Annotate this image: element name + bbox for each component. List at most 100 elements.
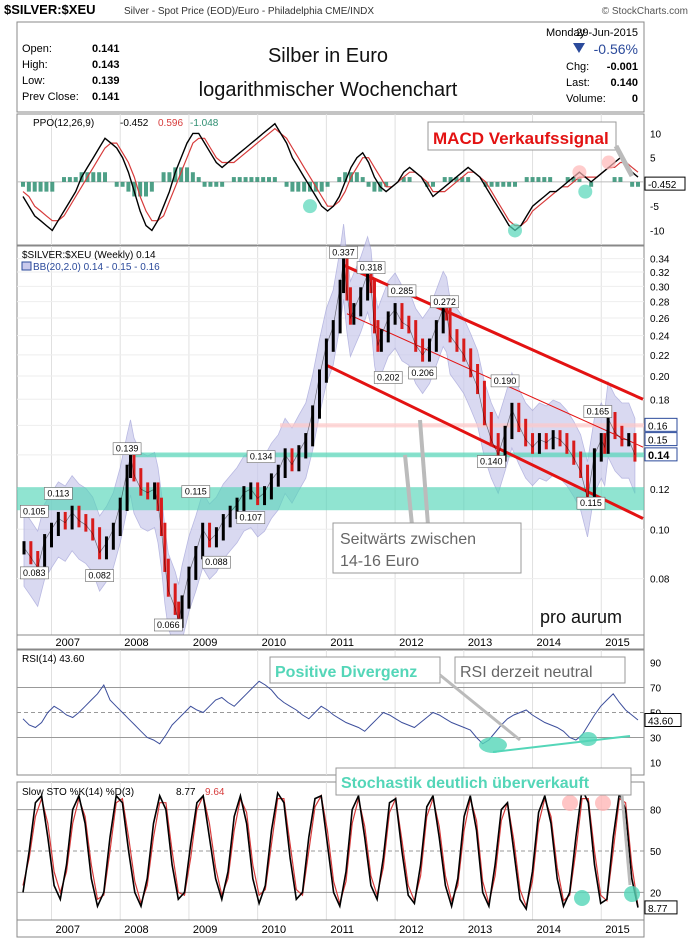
rsi-legend-label: RSI(14) 43.60	[22, 654, 85, 665]
price-annotation-box	[20, 566, 49, 580]
histogram-bar	[296, 181, 301, 192]
price-annotation-box	[576, 496, 606, 510]
histogram-bar	[442, 177, 447, 182]
y-tick-label: -5	[650, 202, 659, 213]
signal-highlight-circle	[303, 199, 317, 214]
price-annotation-box	[387, 284, 417, 298]
price-annotation-label: 0.115	[580, 498, 602, 508]
quote-left-block: Open: 0.141 High: 0.143 Low: 0.139 Prev Close:…	[22, 43, 120, 103]
y-tick-label: 50	[650, 847, 662, 858]
histogram-bar	[466, 177, 471, 182]
histogram-bar	[167, 172, 172, 182]
stoch-annotation: Stochastik deutlich überverkauft	[341, 775, 590, 792]
price-annotation-box	[112, 442, 142, 456]
histogram-bar	[208, 181, 213, 187]
price-annotation-label: 0.190	[494, 376, 517, 386]
stoch-arrow	[620, 794, 632, 886]
x-tick-label: 2014	[537, 637, 561, 649]
y-tick-label: 0.34	[650, 255, 670, 266]
histogram-bar	[190, 172, 195, 182]
y-tick-label: 0.22	[650, 351, 670, 362]
y-tick-label: 0.20	[650, 372, 670, 383]
price-annotation-label: 0.082	[88, 571, 111, 581]
ppo-panel: PPO(12,26,9) -0.452 0.596 -1.048 10 5 -5 -10 -0.…	[16, 113, 686, 246]
histogram-bar	[448, 177, 453, 182]
symbol-description: Silver - Spot Price (EOD)/Euro - Philade…	[124, 6, 374, 17]
y-tick-label: 0.10	[650, 525, 670, 536]
bb-legend-swatch	[21, 261, 32, 271]
price-annotation-box	[373, 371, 403, 384]
histogram-bar	[384, 181, 389, 187]
right-value-box	[644, 447, 678, 462]
price-legend-label: $SILVER:$XEU (Weekly) 0.14	[22, 250, 156, 261]
histogram-bar	[243, 177, 248, 182]
stoch-panel: 80 50 20 8.77 Slow STO %K(14) %D(3) 8.77 9.64 S…	[16, 767, 678, 938]
histogram-bar	[97, 172, 102, 182]
price-annotation-box	[583, 405, 613, 418]
quote-label: Low:	[22, 75, 45, 87]
quote-label: Open:	[22, 43, 52, 55]
histogram-bar	[149, 181, 154, 192]
histogram-bar	[237, 177, 242, 182]
histogram-bar	[138, 181, 143, 197]
signal-highlight-circle	[578, 184, 593, 199]
signal-highlight-circle	[601, 155, 616, 170]
histogram-bar	[220, 181, 225, 187]
x-tick-label: 2011	[330, 924, 354, 936]
price-annotation-box	[408, 366, 437, 380]
x-tick-label: 2007	[55, 924, 79, 936]
histogram-bar	[231, 177, 236, 182]
price-annotation-label: 0.066	[157, 620, 180, 630]
histogram-bar	[542, 177, 547, 182]
histogram-bar	[272, 177, 277, 182]
y-tick-label: 0.26	[650, 314, 670, 325]
price-annotation-label: 0.083	[23, 568, 46, 578]
y-tick-label: 10	[650, 759, 662, 770]
histogram-bar	[565, 177, 570, 182]
x-tick-label: 2015	[605, 924, 629, 936]
histogram-bar	[483, 181, 488, 187]
quote-value: -0.001	[607, 61, 638, 73]
histogram-bar	[302, 181, 307, 192]
price-annotation-label: 0.113	[47, 488, 69, 498]
price-annotation-label: 0.202	[377, 372, 400, 382]
last-value-label: -0.452	[648, 180, 677, 191]
price-annotation-label: 0.139	[116, 444, 139, 454]
histogram-bar	[513, 181, 517, 187]
y-tick-label: 0.08	[650, 575, 670, 586]
divergence-arrow	[439, 673, 521, 742]
histogram-bar	[255, 177, 260, 182]
histogram-bar	[530, 177, 535, 182]
symbol-label: $SILVER:$XEU	[4, 2, 96, 17]
divergence-highlight	[579, 732, 597, 746]
y-tick-label: 0.30	[650, 282, 670, 293]
ppo-line	[22, 122, 639, 232]
price-annotation-box	[44, 487, 73, 500]
histogram-bar	[325, 181, 330, 187]
price-annotation-label: 0.134	[250, 452, 273, 462]
down-arrow-icon	[573, 43, 585, 53]
histogram-bar	[536, 177, 541, 182]
price-annotation-box	[477, 455, 506, 468]
divergence-line	[492, 735, 631, 753]
x-tick-label: 2011	[330, 637, 354, 649]
histogram-bar	[32, 181, 37, 192]
last-value-box	[644, 713, 682, 727]
histogram-bar	[73, 177, 78, 182]
price-annotation-box	[490, 374, 520, 388]
x-tick-label: 2012	[399, 924, 423, 936]
price-line	[23, 260, 636, 622]
sideways-label-line1: Seitwärts zwischen	[340, 531, 476, 548]
right-value-label: 0.14	[648, 450, 670, 462]
copyright-label: © StockCharts.com	[602, 6, 688, 17]
histogram-bar	[50, 181, 55, 192]
x-tick-label: 2010	[262, 637, 286, 649]
histogram-bar	[612, 177, 617, 182]
histogram-bar	[407, 177, 412, 182]
price-annotation-label: 0.206	[411, 368, 434, 378]
x-tick-label: 2009	[193, 924, 217, 936]
x-tick-label: 2007	[55, 637, 79, 649]
x-axis-strip	[16, 919, 645, 938]
ppo-legend-value: 0.596	[158, 118, 183, 129]
